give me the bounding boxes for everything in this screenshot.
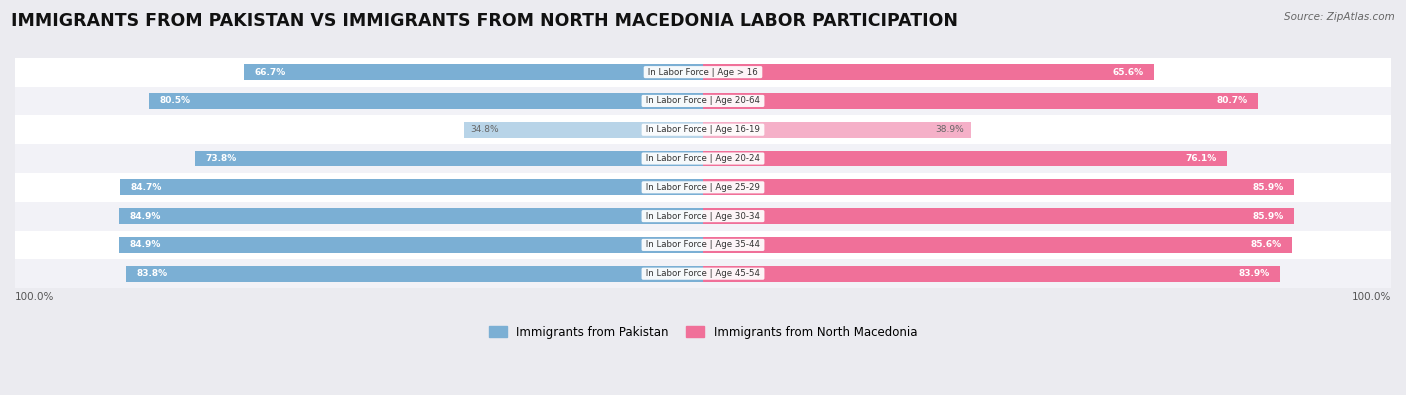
Text: 80.5%: 80.5% — [159, 96, 190, 105]
Bar — [245, 64, 703, 80]
Text: In Labor Force | Age 20-24: In Labor Force | Age 20-24 — [643, 154, 763, 163]
Text: 66.7%: 66.7% — [254, 68, 285, 77]
Text: 100.0%: 100.0% — [15, 292, 55, 301]
Bar — [195, 150, 703, 166]
Bar — [464, 122, 703, 137]
Bar — [703, 237, 1292, 253]
Bar — [703, 150, 1226, 166]
Text: 34.8%: 34.8% — [471, 125, 499, 134]
Text: 76.1%: 76.1% — [1185, 154, 1216, 163]
Bar — [15, 144, 1391, 173]
Text: Source: ZipAtlas.com: Source: ZipAtlas.com — [1284, 12, 1395, 22]
Text: 84.9%: 84.9% — [129, 241, 160, 249]
Text: In Labor Force | Age 20-64: In Labor Force | Age 20-64 — [643, 96, 763, 105]
Text: In Labor Force | Age 16-19: In Labor Force | Age 16-19 — [643, 125, 763, 134]
Bar — [703, 122, 970, 137]
Text: In Labor Force | Age 45-54: In Labor Force | Age 45-54 — [643, 269, 763, 278]
Bar — [703, 179, 1294, 195]
Text: 85.9%: 85.9% — [1253, 183, 1284, 192]
Text: 83.9%: 83.9% — [1239, 269, 1270, 278]
Legend: Immigrants from Pakistan, Immigrants from North Macedonia: Immigrants from Pakistan, Immigrants fro… — [484, 321, 922, 343]
Bar — [121, 179, 703, 195]
Bar — [703, 208, 1294, 224]
Text: IMMIGRANTS FROM PAKISTAN VS IMMIGRANTS FROM NORTH MACEDONIA LABOR PARTICIPATION: IMMIGRANTS FROM PAKISTAN VS IMMIGRANTS F… — [11, 12, 959, 30]
Text: In Labor Force | Age > 16: In Labor Force | Age > 16 — [645, 68, 761, 77]
Bar — [15, 58, 1391, 87]
Text: In Labor Force | Age 30-34: In Labor Force | Age 30-34 — [643, 212, 763, 221]
Bar — [127, 266, 703, 282]
Bar — [15, 87, 1391, 115]
Bar — [15, 173, 1391, 202]
Bar — [149, 93, 703, 109]
Bar — [15, 231, 1391, 259]
Bar — [703, 266, 1281, 282]
Bar — [15, 115, 1391, 144]
Text: 65.6%: 65.6% — [1114, 68, 1144, 77]
Bar — [15, 202, 1391, 231]
Text: In Labor Force | Age 35-44: In Labor Force | Age 35-44 — [643, 241, 763, 249]
Bar — [15, 259, 1391, 288]
Bar — [703, 64, 1154, 80]
Bar — [120, 208, 703, 224]
Text: 85.9%: 85.9% — [1253, 212, 1284, 221]
Bar — [120, 237, 703, 253]
Text: 84.7%: 84.7% — [131, 183, 162, 192]
Text: 85.6%: 85.6% — [1250, 241, 1282, 249]
Text: 80.7%: 80.7% — [1216, 96, 1249, 105]
Text: 100.0%: 100.0% — [1351, 292, 1391, 301]
Text: 73.8%: 73.8% — [205, 154, 236, 163]
Text: 38.9%: 38.9% — [935, 125, 963, 134]
Text: In Labor Force | Age 25-29: In Labor Force | Age 25-29 — [643, 183, 763, 192]
Bar — [703, 93, 1258, 109]
Text: 84.9%: 84.9% — [129, 212, 160, 221]
Text: 83.8%: 83.8% — [136, 269, 167, 278]
